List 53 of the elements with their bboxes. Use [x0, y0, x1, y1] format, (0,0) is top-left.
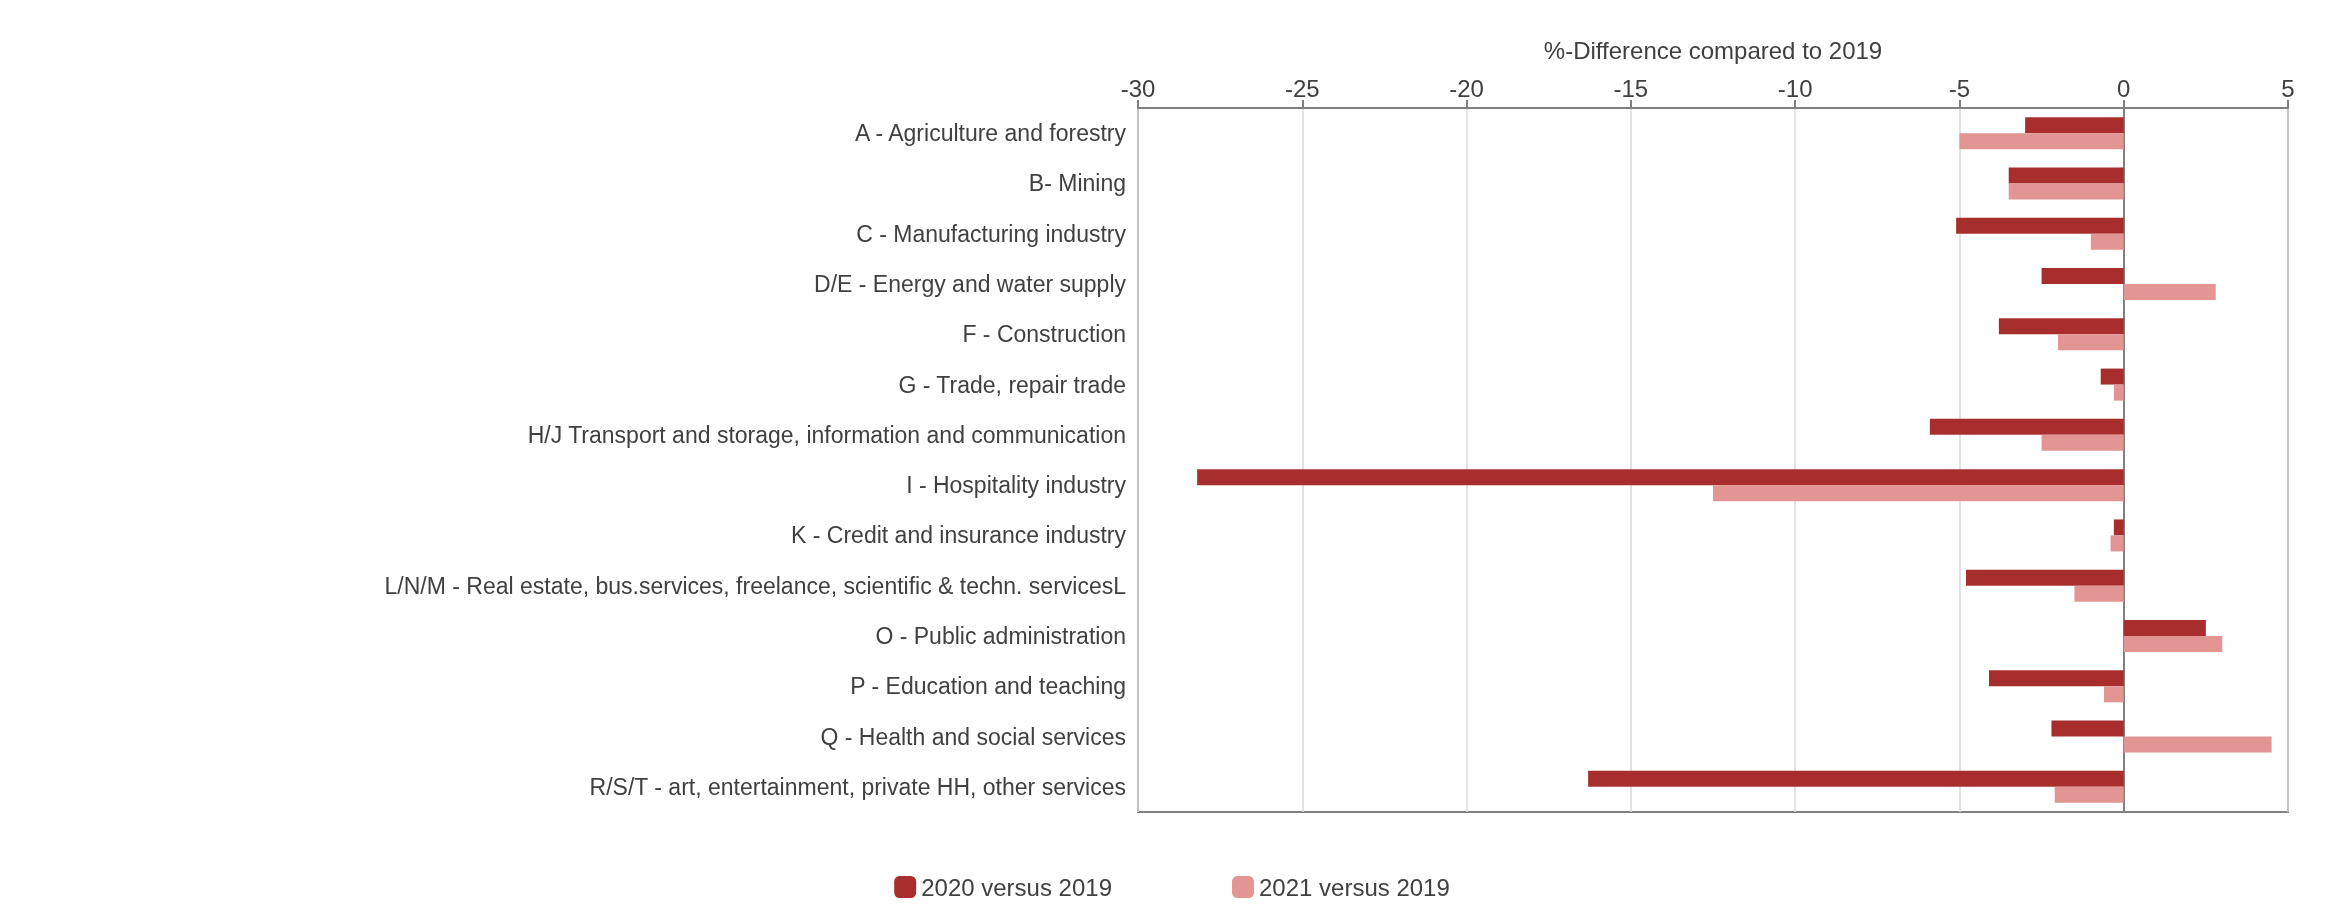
x-tick-label: -25 — [1284, 74, 1320, 102]
y-tick-label: B- Mining — [1028, 170, 1126, 197]
y-tick-label: C - Manufacturing industry — [856, 220, 1127, 247]
bar — [2008, 167, 2124, 184]
bar — [2041, 434, 2124, 451]
bar — [2104, 686, 2124, 703]
bar — [1998, 318, 2124, 335]
y-tick-label: F - Construction — [962, 321, 1126, 348]
bar — [1966, 569, 2124, 586]
y-tick-label: K - Credit and insurance industry — [791, 522, 1127, 549]
bar — [2051, 720, 2124, 737]
legend-label: 2021 versus 2019 — [1259, 873, 1450, 901]
bar — [2123, 736, 2272, 753]
x-tick-label: 0 — [2117, 74, 2131, 102]
bar — [2041, 268, 2124, 284]
bar — [2058, 334, 2124, 351]
y-tick-label: P - Education and teaching — [850, 673, 1126, 700]
y-tick-label: O - Public administration — [875, 623, 1126, 649]
y-tick-label: H/J Transport and storage, information and communication — [527, 421, 1126, 448]
x-tick-label: 5 — [2281, 74, 2295, 102]
bar — [1959, 133, 2124, 150]
bar — [1197, 469, 2124, 486]
bar — [1956, 217, 2124, 234]
x-tick-label: -30 — [1120, 74, 1156, 102]
bar — [1989, 670, 2124, 687]
y-tick-label: L/N/M - Real estate, bus.services, freelance, scientific & techn. servicesL — [384, 572, 1127, 599]
y-tick-label: R/S/T - art, entertainment, private HH, other services — [589, 773, 1126, 800]
x-tick-label: -10 — [1777, 74, 1813, 102]
bar — [1588, 770, 2124, 787]
y-tick-label: Q - Health and social services — [820, 723, 1126, 750]
y-tick-label: A - Agriculture and forestry — [854, 120, 1127, 147]
x-tick-label: -20 — [1449, 74, 1484, 102]
y-tick-label: G - Trade, repair trade — [898, 371, 1126, 398]
x-tick-label: -5 — [1948, 74, 1971, 102]
bar — [2110, 535, 2124, 552]
bar — [2123, 620, 2206, 636]
bar — [2113, 519, 2124, 536]
legend-label: 2020 versus 2019 — [921, 873, 1113, 901]
bar — [2008, 183, 2124, 200]
bar — [2113, 384, 2124, 401]
y-tick-label: D/E - Energy and water supply — [814, 271, 1127, 297]
bar — [1713, 485, 2124, 502]
bar — [2090, 233, 2124, 250]
bar — [2074, 585, 2124, 602]
bar — [2054, 786, 2124, 803]
y-tick-label: I - Hospitality industry — [906, 472, 1127, 499]
bar — [2025, 117, 2124, 134]
bar — [2123, 636, 2223, 652]
x-tick-label: -15 — [1613, 74, 1649, 102]
bar — [2123, 284, 2216, 300]
x-axis-title: %-Difference compared to 2019 — [1543, 36, 1883, 64]
bar — [2100, 368, 2124, 385]
bar — [1929, 418, 2124, 435]
